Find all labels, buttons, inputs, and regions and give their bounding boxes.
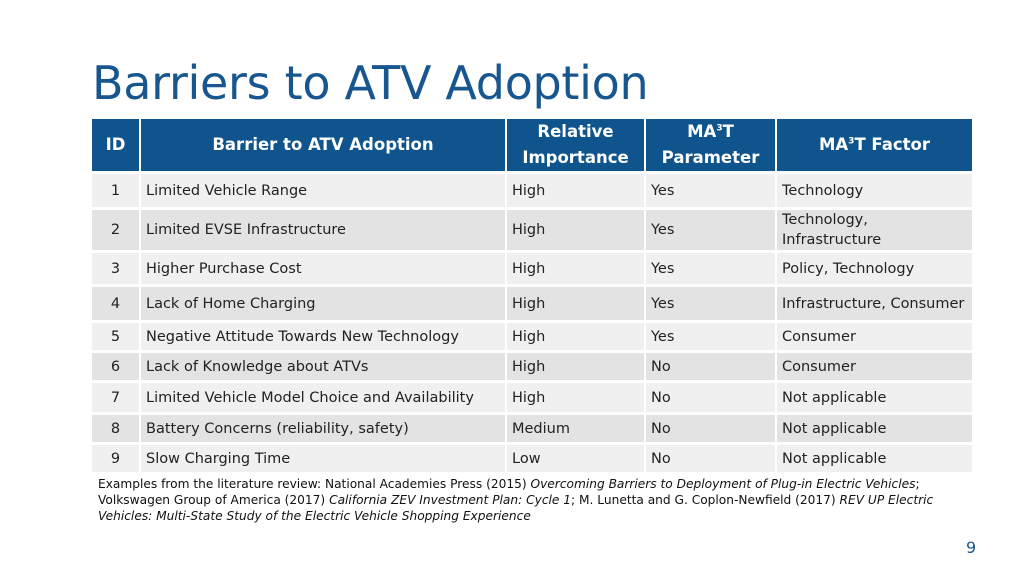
cell-parameter: Yes — [646, 323, 775, 350]
cell-barrier: Battery Concerns (reliability, safety) — [141, 415, 505, 442]
header-ma3t-factor: MA3T Factor — [777, 119, 972, 171]
cell-parameter: No — [646, 383, 775, 412]
cell-id: 6 — [92, 353, 139, 380]
cell-factor: Technology, Infrastructure — [777, 210, 972, 250]
cell-importance: High — [507, 210, 644, 250]
table-row: 6 Lack of Knowledge about ATVs High No Consu… — [92, 353, 972, 380]
cell-importance: High — [507, 174, 644, 207]
cell-barrier: Limited EVSE Infrastructure — [141, 210, 505, 250]
cell-parameter: No — [646, 445, 775, 472]
header-barrier: Barrier to ATV Adoption — [141, 119, 505, 171]
cell-id: 8 — [92, 415, 139, 442]
table-row: 5 Negative Attitude Towards New Technolog… — [92, 323, 972, 350]
cell-factor: Not applicable — [777, 415, 972, 442]
cell-factor: Policy, Technology — [777, 253, 972, 284]
cell-parameter: Yes — [646, 174, 775, 207]
table-row: 2 Limited EVSE Infrastructure High Yes Techn… — [92, 210, 972, 250]
table-row: 4 Lack of Home Charging High Yes Infrastruct… — [92, 287, 972, 320]
footnote-title-2: California ZEV Investment Plan: Cycle 1 — [329, 493, 572, 507]
footnote-title-3: REV UP Electric Vehicles: Multi-State St… — [98, 493, 934, 523]
header-ma3t-parameter: MA3T Parameter — [646, 119, 775, 171]
footnote: Examples from the literature review: Nat… — [98, 477, 934, 523]
cell-barrier: Lack of Home Charging — [141, 287, 505, 320]
cell-factor: Consumer — [777, 323, 972, 350]
cell-parameter: No — [646, 415, 775, 442]
cell-parameter: Yes — [646, 253, 775, 284]
cell-importance: High — [507, 287, 644, 320]
table-row: 8 Battery Concerns (reliability, safety) M… — [92, 415, 972, 442]
cell-barrier: Limited Vehicle Range — [141, 174, 505, 207]
cell-barrier: Limited Vehicle Model Choice and Availab… — [141, 383, 505, 412]
cell-barrier: Lack of Knowledge about ATVs — [141, 353, 505, 380]
cell-importance: High — [507, 323, 644, 350]
cell-factor: Infrastructure, Consumer — [777, 287, 972, 320]
footnote-title-1: Overcoming Barriers to Deployment of Plu… — [530, 477, 916, 491]
cell-parameter: No — [646, 353, 775, 380]
cell-importance: High — [507, 383, 644, 412]
cell-factor: Technology — [777, 174, 972, 207]
table-row: 3 Higher Purchase Cost High Yes Policy, Tech… — [92, 253, 972, 284]
cell-importance: Medium — [507, 415, 644, 442]
table-row: 9 Slow Charging Time Low No Not applicable — [92, 445, 972, 472]
cell-factor: Consumer — [777, 353, 972, 380]
cell-barrier: Negative Attitude Towards New Technology — [141, 323, 505, 350]
cell-parameter: Yes — [646, 287, 775, 320]
table-body: 1 Limited Vehicle Range High Yes Technology 2… — [92, 174, 972, 472]
table-row: 1 Limited Vehicle Range High Yes Technology — [92, 174, 972, 207]
barriers-table: ID Barrier to ATV Adoption Relative Impo… — [90, 116, 974, 475]
page-number: 9 — [966, 538, 977, 557]
cell-factor: Not applicable — [777, 445, 972, 472]
cell-id: 7 — [92, 383, 139, 412]
cell-id: 3 — [92, 253, 139, 284]
cell-id: 9 — [92, 445, 139, 472]
slide-title: Barriers to ATV Adoption — [92, 56, 649, 110]
cell-barrier: Higher Purchase Cost — [141, 253, 505, 284]
cell-importance: Low — [507, 445, 644, 472]
cell-importance: High — [507, 353, 644, 380]
cell-barrier: Slow Charging Time — [141, 445, 505, 472]
table-row: 7 Limited Vehicle Model Choice and Availa… — [92, 383, 972, 412]
table-header-row: ID Barrier to ATV Adoption Relative Impo… — [92, 119, 972, 171]
cell-id: 5 — [92, 323, 139, 350]
cell-id: 1 — [92, 174, 139, 207]
cell-parameter: Yes — [646, 210, 775, 250]
cell-factor: Not applicable — [777, 383, 972, 412]
cell-importance: High — [507, 253, 644, 284]
header-relative-importance: Relative Importance — [507, 119, 644, 171]
header-id: ID — [92, 119, 139, 171]
cell-id: 2 — [92, 210, 139, 250]
cell-id: 4 — [92, 287, 139, 320]
